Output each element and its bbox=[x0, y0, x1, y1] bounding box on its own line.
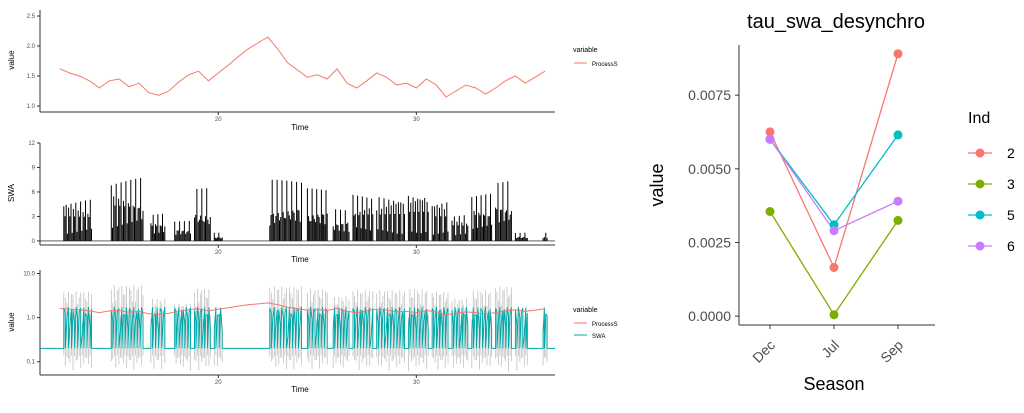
legend: Ind 2 3 5 6 bbox=[968, 110, 1015, 254]
legend-label-process-s: ProcessS bbox=[592, 62, 618, 68]
swa-burst bbox=[213, 232, 223, 241]
swa-burst bbox=[514, 232, 528, 241]
point-ind-2-Dec bbox=[765, 127, 775, 137]
y-axis-label: value bbox=[647, 163, 667, 206]
x-axis-label: Time bbox=[291, 255, 309, 264]
swa-burst bbox=[471, 193, 493, 241]
swa-burst bbox=[269, 179, 302, 241]
y-tick-label: 0.0000 bbox=[688, 308, 731, 324]
legend-marker-ind-6 bbox=[975, 241, 985, 251]
legend-label-ind-5: 5 bbox=[1007, 207, 1015, 223]
series-ind-6-line bbox=[769, 138, 899, 232]
y-tick-label: 1.0 bbox=[27, 104, 36, 110]
y-tick-label: 10.0 bbox=[23, 271, 35, 277]
legend-marker-ind-3 bbox=[975, 179, 985, 189]
series-ind-2-line bbox=[769, 53, 899, 270]
y-tick-label: 12 bbox=[28, 141, 35, 147]
x-tick-label: 30 bbox=[413, 250, 420, 256]
swa-burst bbox=[332, 209, 350, 241]
x-tick-label: 30 bbox=[413, 117, 420, 123]
swa-burst bbox=[376, 197, 405, 241]
x-tick-label: Dec bbox=[749, 337, 778, 366]
y-tick-label: 3 bbox=[32, 214, 36, 220]
legend-label-process-s: ProcessS bbox=[592, 322, 618, 328]
legend-label-ind-2: 2 bbox=[1007, 145, 1015, 161]
legend-label-swa: SWA bbox=[592, 334, 605, 340]
point-ind-6-Dec bbox=[765, 134, 775, 144]
x-axis-label: Season bbox=[803, 374, 864, 394]
x-tick-label: 30 bbox=[413, 380, 420, 386]
series-ind-5-line bbox=[769, 134, 899, 226]
y-tick-label: 0.0050 bbox=[688, 161, 731, 177]
point-ind-2-Jul bbox=[829, 263, 839, 272]
swa-burst bbox=[194, 188, 211, 241]
legend-marker-ind-5 bbox=[975, 210, 985, 220]
panel-swa: 0 3 6 9 12 20 30 Time SWA bbox=[7, 141, 555, 264]
series-swa-line bbox=[40, 306, 555, 349]
swa-burst bbox=[352, 194, 374, 241]
legend-title: variable bbox=[573, 307, 598, 314]
x-tick-label: Sep bbox=[877, 337, 906, 366]
swa-burst bbox=[542, 232, 548, 241]
y-tick-label: 1.5 bbox=[27, 74, 36, 80]
legend: variable ProcessS bbox=[573, 47, 618, 68]
point-ind-6-Sep bbox=[893, 196, 903, 206]
point-ind-3-Dec bbox=[765, 207, 775, 216]
swa-burst bbox=[63, 199, 92, 241]
panel-process-s: 1.0 1.5 2.0 2.5 20 30 Time value variable Pr… bbox=[7, 10, 618, 132]
y-tick-label: 2.0 bbox=[27, 44, 36, 50]
y-tick-label: 1.0 bbox=[27, 316, 36, 322]
x-tick-label: Jul bbox=[818, 337, 842, 361]
swa-burst bbox=[451, 215, 469, 241]
swa-burst bbox=[110, 178, 144, 241]
swa-burst bbox=[306, 188, 328, 241]
series-process-s-line bbox=[59, 302, 546, 316]
swa-burst bbox=[174, 220, 191, 241]
x-tick-label: 20 bbox=[215, 250, 222, 256]
swa-burst bbox=[407, 196, 429, 241]
point-ind-3-Jul bbox=[829, 310, 839, 320]
y-tick-label: 2.5 bbox=[27, 14, 36, 20]
legend: variable ProcessS SWA bbox=[573, 307, 618, 340]
chart-title: tau_swa_desynchro bbox=[747, 11, 925, 33]
x-axis-label: Time bbox=[291, 123, 309, 132]
legend-label-ind-3: 3 bbox=[1007, 176, 1015, 192]
y-tick-label: 9 bbox=[32, 165, 36, 171]
point-ind-5-Sep bbox=[893, 130, 903, 140]
x-tick-label: 20 bbox=[215, 117, 222, 123]
y-axis-label: value bbox=[7, 312, 16, 332]
panel-tau: tau_swa_desynchro 0.0000 0.0025 0.0050 0.00… bbox=[647, 11, 1015, 394]
point-ind-2-Sep bbox=[893, 49, 903, 59]
y-axis-label: value bbox=[7, 50, 16, 70]
x-tick-label: 20 bbox=[215, 380, 222, 386]
panel-log-combined: 0.1 1.0 10.0 20 30 Time value variable Proc… bbox=[7, 270, 618, 394]
legend-label-ind-6: 6 bbox=[1007, 238, 1015, 254]
x-axis-label: Time bbox=[291, 385, 309, 394]
series-process-s-line bbox=[59, 36, 546, 98]
swa-burst bbox=[431, 202, 449, 241]
y-tick-label: 0.0025 bbox=[688, 234, 731, 250]
y-tick-label: 0.1 bbox=[27, 360, 36, 366]
swa-burst bbox=[150, 213, 166, 241]
point-ind-6-Jul bbox=[829, 226, 839, 236]
point-ind-3-Sep bbox=[893, 215, 903, 225]
legend-title: variable bbox=[573, 47, 598, 54]
y-axis-label: SWA bbox=[7, 183, 16, 202]
legend-marker-ind-2 bbox=[975, 148, 985, 158]
y-tick-label: 0.0075 bbox=[688, 87, 731, 103]
swa-burst bbox=[495, 181, 512, 241]
y-tick-label: 6 bbox=[32, 190, 36, 196]
y-tick-label: 0 bbox=[32, 239, 36, 245]
legend-title: Ind bbox=[968, 110, 990, 127]
